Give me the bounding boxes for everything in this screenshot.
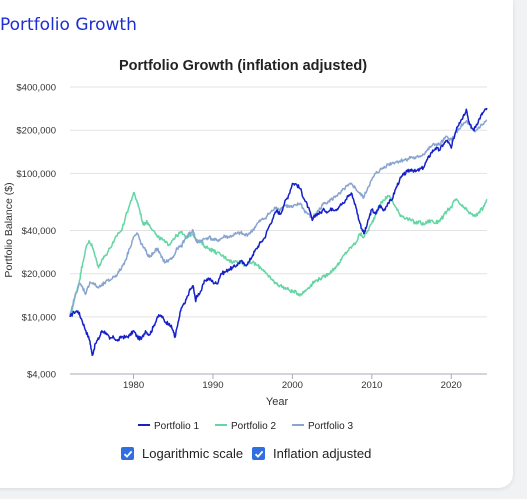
legend-item-portfolio-2[interactable]: Portfolio 2 <box>215 421 276 432</box>
log-scale-label: Logarithmic scale <box>142 446 244 461</box>
legend-label: Portfolio 3 <box>308 421 353 432</box>
y-tick-label: $400,000 <box>16 83 56 94</box>
series-line-portfolio-2 <box>69 191 488 318</box>
checkbox-checked-icon[interactable] <box>121 447 134 460</box>
portfolio-growth-chart: $4,000 $10,000 $20,000 $40,000 $100,000 $200,… <box>3 58 488 432</box>
legend-label: Portfolio 1 <box>154 421 199 432</box>
series-line-portfolio-3 <box>69 119 488 317</box>
y-tick-label: $10,000 <box>22 312 56 323</box>
section-title: Portfolio Growth <box>0 15 137 35</box>
x-tick-label: 2010 <box>361 380 382 391</box>
y-tick-label: $100,000 <box>16 169 56 180</box>
x-tick-label: 2000 <box>282 380 303 391</box>
inflation-adjusted-label: Inflation adjusted <box>273 446 372 461</box>
legend: Portfolio 1 Portfolio 2 Portfolio 3 <box>138 421 353 432</box>
y-tick-label: $20,000 <box>22 269 56 280</box>
x-tick-label: 1980 <box>123 380 144 391</box>
y-tick-label: $40,000 <box>22 226 56 237</box>
chart-options: Logarithmic scale Inflation adjusted <box>0 446 527 466</box>
y-tick-label: $4,000 <box>27 370 56 381</box>
x-axis-title: Year <box>266 396 289 408</box>
x-tick-label: 1990 <box>202 380 223 391</box>
y-tick-label: $200,000 <box>16 126 56 137</box>
legend-label: Portfolio 2 <box>231 421 276 432</box>
chart-title: Portfolio Growth (inflation adjusted) <box>119 58 367 74</box>
grid-lines <box>70 86 487 379</box>
checkbox-checked-icon[interactable] <box>252 447 265 460</box>
chart-card <box>0 0 513 488</box>
log-scale-checkbox[interactable]: Logarithmic scale <box>121 446 243 461</box>
inflation-adjusted-checkbox[interactable]: Inflation adjusted <box>252 446 371 461</box>
series-lines <box>69 107 488 357</box>
y-axis-title: Portfolio Balance ($) <box>3 182 15 277</box>
legend-item-portfolio-3[interactable]: Portfolio 3 <box>292 421 353 432</box>
legend-item-portfolio-1[interactable]: Portfolio 1 <box>138 421 199 432</box>
x-tick-labels: 1980 1990 2000 2010 2020 <box>123 380 462 391</box>
x-tick-label: 2020 <box>441 380 462 391</box>
series-line-portfolio-1 <box>69 107 488 357</box>
y-tick-labels: $4,000 $10,000 $20,000 $40,000 $100,000 $200,… <box>16 83 56 381</box>
